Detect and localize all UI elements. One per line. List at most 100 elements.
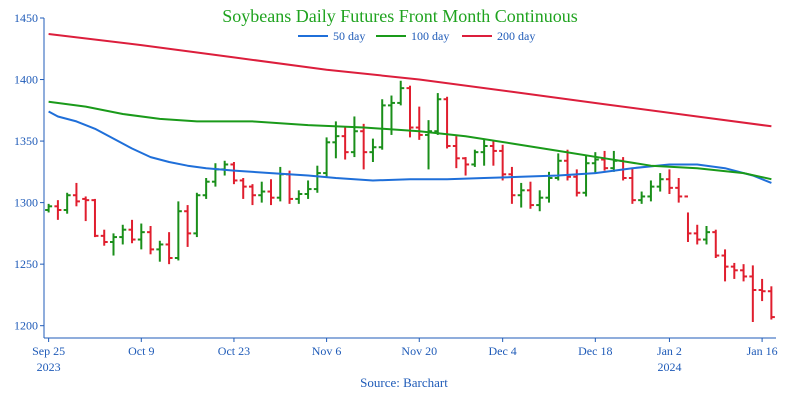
x-tick-label: Dec 4 (488, 344, 516, 358)
ohlc-bar (258, 181, 266, 203)
ohlc-bar (656, 173, 664, 192)
ohlc-bar (406, 85, 414, 138)
ohlc-bar (193, 192, 201, 238)
ohlc-bar (137, 223, 145, 250)
ohlc-bar (91, 198, 99, 238)
ohlc-bar (54, 200, 62, 220)
ohlc-bar (452, 136, 460, 169)
ohlc-bar (730, 262, 738, 279)
ohlc-bar (703, 226, 711, 245)
y-tick-label: 1450 (14, 11, 38, 25)
ohlc-bar (425, 120, 433, 170)
x-tick-label: Oct 23 (218, 344, 250, 358)
ohlc-bar (248, 184, 256, 206)
ohlc-bar (276, 166, 284, 202)
ohlc-bar (749, 265, 757, 322)
axis-ticks: 1450 1400 1350 1300 1250 1200 Sep 25 2023 Oct 9 O… (14, 11, 778, 374)
ohlc-bar (610, 150, 618, 172)
ohlc-bar (591, 152, 599, 174)
x-tick-label: Jan 16 (747, 344, 778, 358)
ohlc-bar (665, 169, 673, 194)
x-tick-label: Nov 20 (401, 344, 437, 358)
ohlc-bar (211, 163, 219, 187)
x-tick-label: Oct 9 (128, 344, 154, 358)
ohlc-bar (378, 99, 386, 150)
ohlc-bar (675, 178, 683, 203)
ohlc-bar (360, 123, 368, 170)
ohlc-bar (517, 182, 525, 208)
ohlc-bar (721, 249, 729, 282)
ohlc-bar (295, 190, 303, 204)
x-tick-year-label: 2023 (37, 360, 61, 374)
ma-200-day-line (48, 33, 772, 128)
x-tick-label: Nov 6 (312, 344, 342, 358)
ohlc-bar (221, 160, 229, 176)
y-tick-label: 1350 (14, 134, 38, 148)
x-tick-label: Jan 2 (657, 344, 682, 358)
axes (43, 18, 776, 339)
ohlc-bar (174, 201, 182, 261)
ohlc-bar (147, 226, 155, 255)
x-tick-year-label: 2024 (657, 360, 681, 374)
ohlc-bar (397, 80, 405, 106)
ohlc-bar (545, 171, 553, 203)
ohlc-bar (712, 229, 720, 258)
ohlc-bar (434, 93, 442, 135)
y-tick-label: 1300 (14, 196, 38, 210)
ohlc-bar (286, 170, 294, 204)
source-note: Source: Barchart (360, 375, 448, 390)
ohlc-bar (684, 195, 692, 242)
ohlc-bar (508, 166, 516, 204)
legend: 50 day 100 day 200 day (298, 29, 535, 43)
ohlc-bar (239, 178, 247, 199)
ohlc-bar (304, 180, 312, 199)
ohlc-bar (313, 165, 321, 193)
ohlc-bar (582, 155, 590, 197)
ohlc-bar (480, 139, 488, 166)
legend-label-50-day: 50 day (333, 29, 365, 43)
ohlc-bar (128, 219, 136, 244)
ma-100-day-line (48, 100, 772, 181)
ohlc-bar (489, 141, 497, 166)
ohlc-bar (109, 233, 117, 256)
ohlc-bar (45, 203, 53, 213)
ohlc-bar (202, 178, 210, 199)
ohlc-bar (369, 138, 377, 162)
ohlc-bar (82, 196, 90, 222)
ohlc-bar (526, 181, 534, 209)
ohlc-bar (119, 224, 127, 245)
ohlc-bar (63, 192, 71, 214)
ohlc-bar (415, 106, 423, 140)
ohlc-bar (350, 116, 358, 158)
ohlc-bar (628, 168, 636, 204)
y-tick-label: 1400 (14, 73, 38, 87)
ohlc-bar (267, 179, 275, 206)
x-tick-label: Dec 18 (578, 344, 612, 358)
y-tick-label: 1200 (14, 319, 38, 333)
ohlc-bar (693, 224, 701, 245)
ohlc-bar (767, 286, 775, 320)
ohlc-bar (72, 182, 80, 207)
legend-label-100-day: 100 day (411, 29, 449, 43)
ohlc-bar (647, 180, 655, 202)
ohlc-bar (100, 229, 108, 246)
ohlc-bar (323, 137, 331, 178)
ohlc-bar (341, 126, 349, 160)
ohlc-bar (758, 278, 766, 302)
ohlc-bar (638, 191, 646, 204)
ohlc-bar (462, 157, 470, 176)
chart-title: Soybeans Daily Futures Front Month Conti… (222, 6, 578, 26)
legend-label-200-day: 200 day (497, 29, 535, 43)
ohlc-bar (230, 162, 238, 185)
x-tick-label: Sep 25 (32, 344, 65, 358)
ohlc-bar (471, 149, 479, 167)
price-bars (45, 80, 775, 322)
moving-average-lines (48, 33, 772, 184)
ohlc-bar (332, 121, 340, 159)
ohlc-bar (740, 264, 748, 282)
ohlc-bar (443, 96, 451, 149)
ohlc-bar (536, 190, 544, 212)
ohlc-bar (601, 150, 609, 171)
ohlc-bar (499, 144, 507, 181)
